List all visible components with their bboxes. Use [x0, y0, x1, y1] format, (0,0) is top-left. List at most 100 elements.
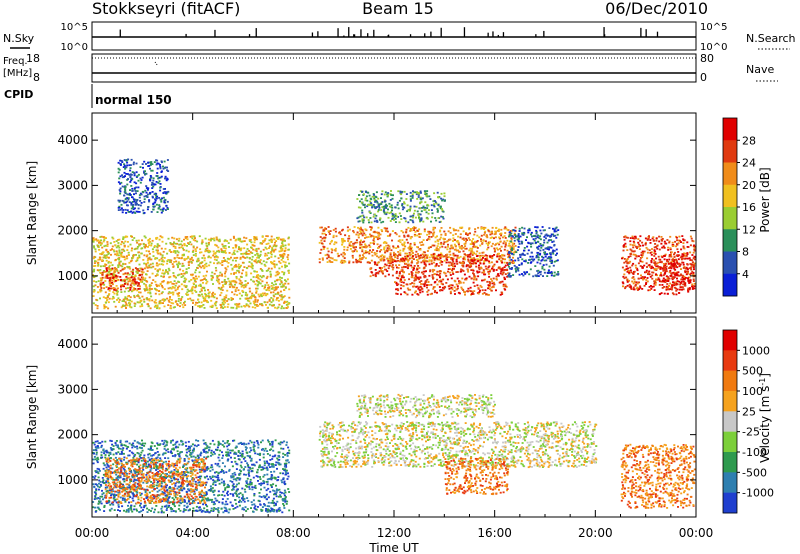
range-cell: [549, 236, 552, 238]
range-cell: [114, 267, 116, 269]
range-cell: [455, 288, 458, 291]
range-cell: [122, 304, 125, 307]
range-cell: [378, 246, 381, 248]
range-cell: [174, 247, 177, 249]
range-cell: [650, 267, 653, 270]
range-cell: [198, 305, 201, 307]
range-cell: [506, 249, 509, 252]
range-cell: [200, 251, 203, 254]
range-cell: [240, 305, 243, 308]
range-cell: [408, 246, 411, 248]
range-cell: [387, 192, 390, 194]
range-cell: [165, 191, 168, 194]
range-cell: [386, 211, 389, 214]
range-cell: [103, 271, 106, 273]
range-cell: [324, 254, 327, 257]
range-cell: [395, 233, 398, 236]
range-cell: [376, 220, 379, 223]
range-cell: [165, 179, 168, 182]
range-cell: [469, 256, 472, 258]
range-cell: [417, 286, 420, 289]
range-cell: [327, 254, 330, 257]
range-cell: [342, 238, 345, 241]
range-cell: [358, 233, 361, 235]
range-cell: [406, 266, 409, 269]
range-cell: [364, 197, 367, 200]
range-cell: [387, 208, 389, 211]
range-cell: [527, 262, 530, 264]
range-cell: [384, 251, 387, 254]
range-cell: [263, 301, 266, 304]
range-cell: [161, 210, 164, 212]
range-cell: [356, 231, 359, 234]
range-cell: [145, 286, 148, 289]
range-cell: [372, 235, 375, 238]
range-cell: [392, 245, 395, 248]
range-cell: [104, 244, 107, 247]
range-cell: [117, 245, 120, 247]
range-cell: [477, 286, 480, 289]
range-cell: [184, 279, 187, 282]
range-cell: [135, 201, 138, 204]
range-cell: [127, 211, 130, 213]
range-cell: [420, 201, 423, 203]
range-cell: [418, 257, 421, 259]
range-cell: [288, 262, 291, 265]
range-cell: [389, 257, 392, 260]
range-cell: [156, 257, 159, 260]
range-cell: [394, 281, 396, 283]
range-cell: [430, 236, 433, 238]
range-cell: [156, 246, 159, 249]
range-cell: [128, 266, 131, 268]
range-cell: [127, 198, 130, 201]
range-cell: [680, 248, 683, 251]
range-cell: [432, 228, 435, 231]
range-cell: [545, 259, 548, 262]
range-cell: [511, 235, 514, 237]
range-cell: [136, 301, 139, 304]
range-cell: [385, 249, 388, 252]
range-cell: [446, 248, 449, 251]
range-cell: [156, 211, 159, 213]
range-cell: [205, 279, 208, 281]
range-cell: [422, 243, 425, 246]
range-cell: [545, 247, 548, 250]
range-cell: [552, 227, 554, 230]
range-cell: [194, 252, 197, 255]
range-cell: [383, 199, 386, 202]
range-cell: [379, 244, 382, 247]
range-cell: [509, 247, 512, 249]
range-cell: [141, 239, 143, 242]
range-cell: [164, 188, 166, 190]
range-cell: [249, 251, 252, 254]
range-cell: [125, 276, 128, 278]
range-cell: [106, 295, 109, 297]
range-cell: [386, 230, 389, 233]
range-cell: [150, 176, 153, 179]
range-cell: [503, 261, 506, 264]
range-cell: [273, 244, 276, 246]
range-cell: [497, 266, 500, 269]
range-cell: [125, 201, 127, 204]
range-cell: [367, 219, 370, 221]
range-cell: [511, 267, 513, 269]
range-cell: [190, 256, 193, 259]
range-cell: [192, 249, 195, 252]
range-cell: [673, 276, 676, 278]
range-cell: [244, 291, 247, 294]
range-cell: [242, 252, 244, 255]
range-cell: [158, 180, 161, 183]
range-cell: [232, 247, 235, 249]
range-cell: [205, 249, 208, 252]
range-cell: [368, 194, 371, 197]
range-cell: [126, 283, 129, 286]
range-cell: [110, 261, 112, 264]
range-cell: [106, 243, 109, 246]
range-cell: [417, 194, 420, 196]
range-cell: [386, 270, 389, 272]
range-cell: [362, 193, 365, 196]
range-cell: [168, 298, 171, 300]
range-cell: [221, 264, 224, 266]
range-cell: [660, 280, 663, 283]
